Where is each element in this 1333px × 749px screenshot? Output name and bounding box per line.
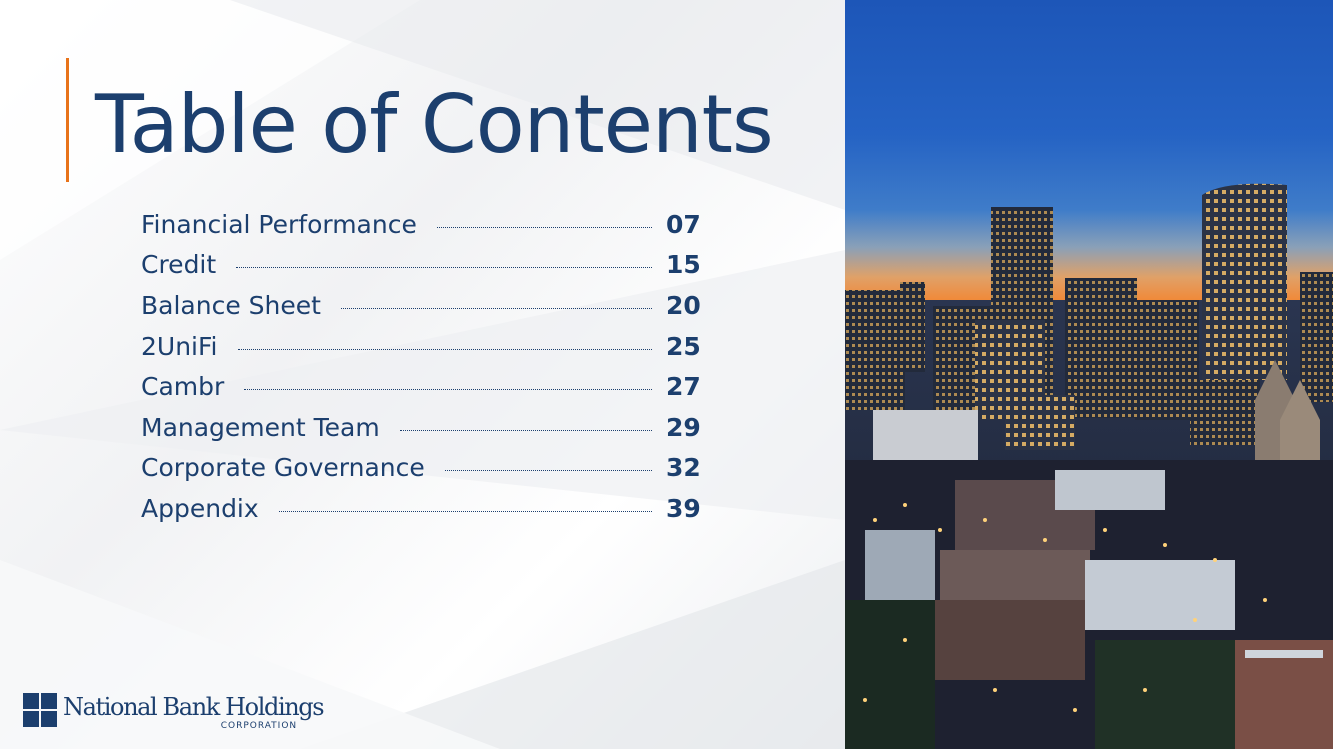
- toc-label: 2UniFi: [141, 331, 218, 361]
- background-facets: [0, 0, 845, 749]
- logo-name: National Bank Holdings: [63, 693, 325, 721]
- toc-label: Cambr: [141, 372, 225, 402]
- toc-label: Credit: [141, 250, 217, 280]
- toc-page-number: 07: [666, 209, 701, 239]
- toc-leader-dots: [399, 429, 652, 431]
- toc-leader-dots: [244, 389, 652, 391]
- content-panel: Table of Contents Financial Performance 0…: [0, 0, 845, 749]
- toc-row[interactable]: 2UniFi 25: [141, 326, 701, 367]
- toc-page-number: 32: [666, 453, 701, 483]
- toc-page-number: 25: [666, 331, 701, 361]
- page-title: Table of Contents: [95, 78, 774, 171]
- toc-row[interactable]: Credit 15: [141, 245, 701, 286]
- toc-label: Appendix: [141, 493, 259, 523]
- toc-row[interactable]: Cambr 27: [141, 366, 701, 407]
- toc-leader-dots: [444, 470, 652, 472]
- toc-row[interactable]: Corporate Governance 32: [141, 448, 701, 489]
- toc-page-number: 27: [666, 372, 701, 402]
- toc-page-number: 15: [666, 250, 701, 280]
- city-skyline-image: [845, 0, 1333, 749]
- toc-leader-dots: [436, 226, 652, 228]
- toc-leader-dots: [278, 510, 652, 512]
- toc-label: Balance Sheet: [141, 290, 321, 320]
- toc-row[interactable]: Appendix 39: [141, 488, 701, 529]
- table-of-contents: Financial Performance 07 Credit 15 Balance S…: [141, 204, 701, 529]
- toc-row[interactable]: Balance Sheet 20: [141, 285, 701, 326]
- toc-label: Financial Performance: [141, 209, 417, 239]
- toc-row[interactable]: Management Team 29: [141, 407, 701, 448]
- toc-label: Corporate Governance: [141, 453, 425, 483]
- logo-mark-icon: [23, 693, 57, 727]
- toc-page-number: 29: [666, 412, 701, 442]
- company-logo: National Bank Holdings CORPORATION: [23, 693, 325, 731]
- toc-label: Management Team: [141, 412, 380, 442]
- title-accent-bar: [66, 58, 69, 182]
- toc-page-number: 20: [666, 290, 701, 320]
- toc-leader-dots: [340, 307, 652, 309]
- toc-leader-dots: [237, 348, 652, 350]
- toc-page-number: 39: [666, 493, 701, 523]
- toc-row[interactable]: Financial Performance 07: [141, 204, 701, 245]
- toc-leader-dots: [236, 267, 652, 269]
- logo-subtitle: CORPORATION: [220, 721, 298, 731]
